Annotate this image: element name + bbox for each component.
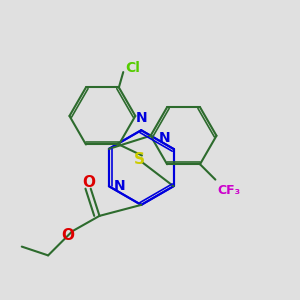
Text: S: S	[134, 152, 145, 167]
Text: N: N	[135, 111, 147, 125]
Text: N: N	[158, 131, 170, 146]
Text: N: N	[113, 179, 125, 193]
Text: Cl: Cl	[125, 61, 140, 75]
Text: O: O	[82, 175, 95, 190]
Text: CF₃: CF₃	[217, 184, 240, 197]
Text: O: O	[61, 228, 74, 243]
